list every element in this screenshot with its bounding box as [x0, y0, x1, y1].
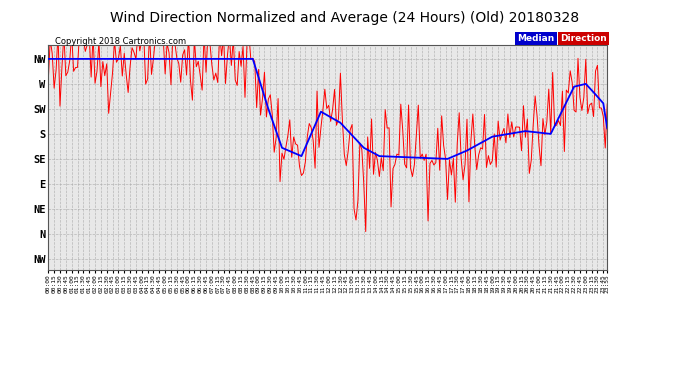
Text: Median: Median — [518, 34, 555, 43]
Text: Copyright 2018 Cartronics.com: Copyright 2018 Cartronics.com — [55, 38, 186, 46]
Text: Wind Direction Normalized and Average (24 Hours) (Old) 20180328: Wind Direction Normalized and Average (2… — [110, 11, 580, 25]
Text: Direction: Direction — [560, 34, 607, 43]
